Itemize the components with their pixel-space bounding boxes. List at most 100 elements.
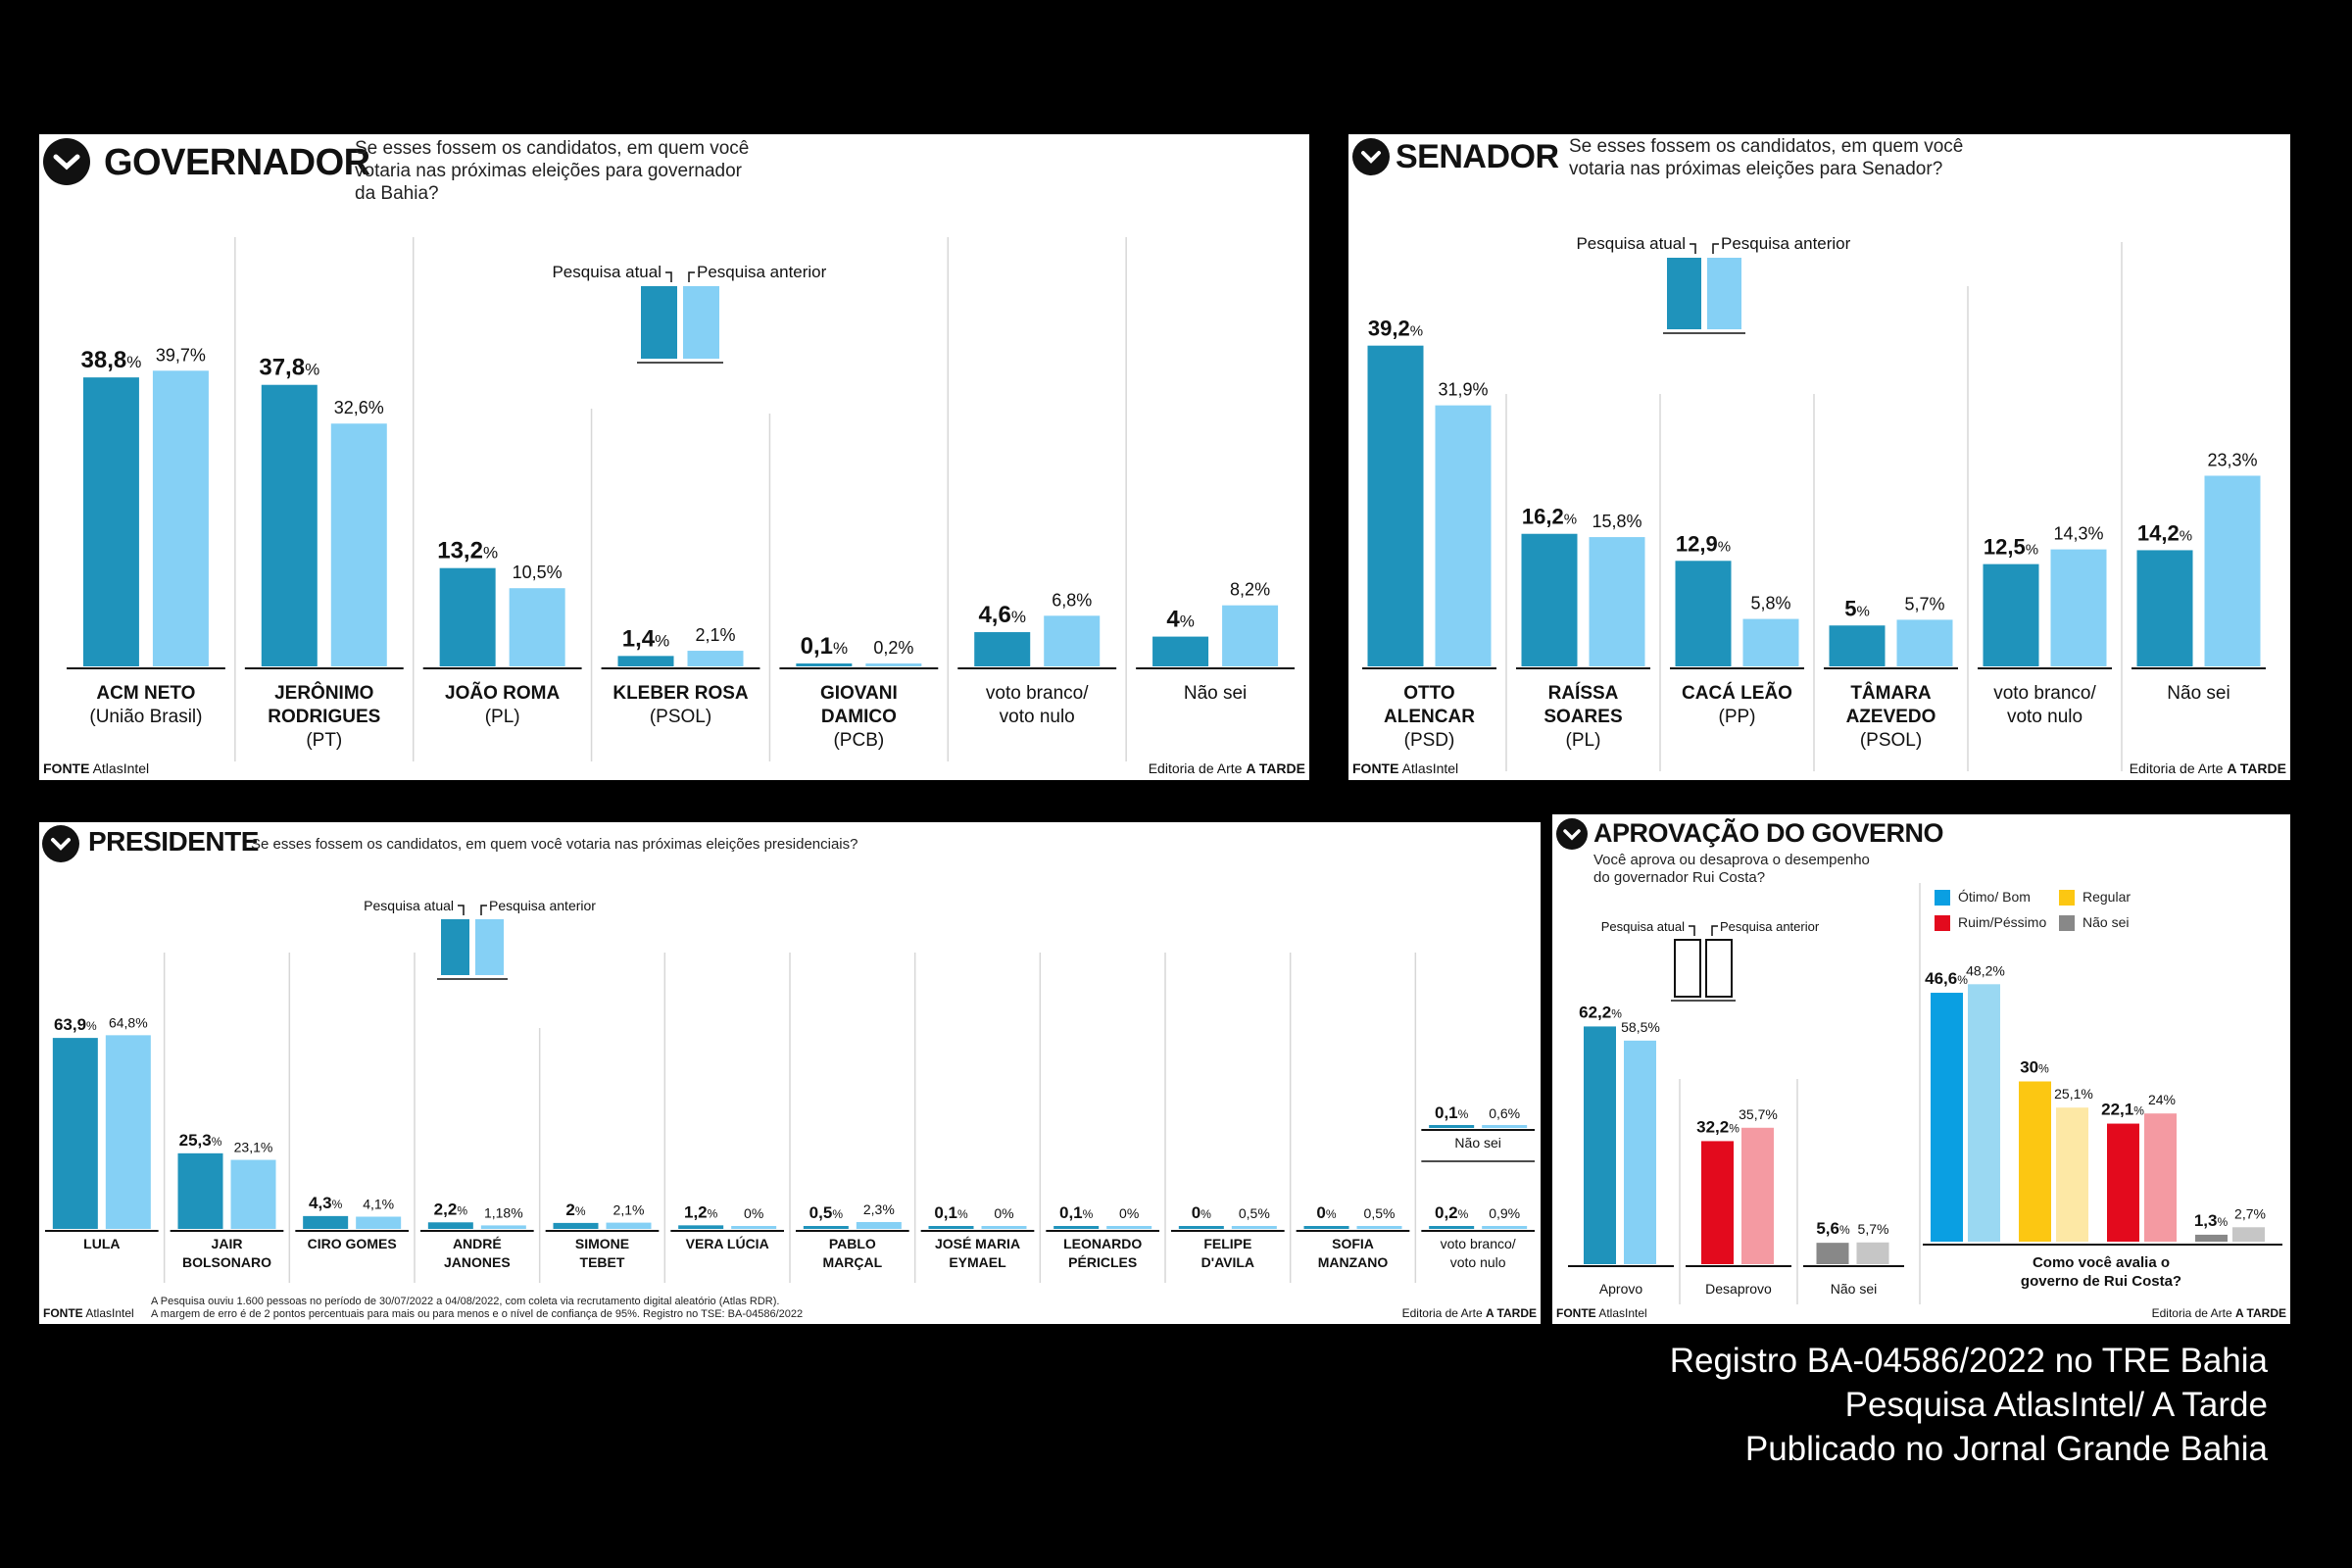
axis-label: Como você avalia o	[2033, 1254, 2170, 1271]
category-label: (PL)	[1566, 730, 1601, 751]
bar-current	[796, 663, 853, 666]
data-label-current: 22,1%	[2101, 1101, 2144, 1119]
category-label: FELIPE	[1203, 1236, 1251, 1251]
data-label-previous: 0,6%	[1489, 1105, 1520, 1121]
data-label-previous: 48,2%	[1966, 962, 2005, 978]
category-label: BOLSONARO	[182, 1254, 271, 1270]
credit-line: Registro BA-04586/2022 no TRE Bahia	[1669, 1342, 2268, 1380]
legend-otimo-bom: Ótimo/ Bom	[1935, 889, 2031, 906]
editor-footer: Editoria de Arte A TARDE	[1148, 760, 1305, 776]
bar-current	[427, 1222, 473, 1229]
data-label-current: 5,6%	[1816, 1219, 1850, 1238]
source-footer: FONTE AtlasIntel	[1556, 1306, 1647, 1320]
data-label-current: 2%	[565, 1200, 585, 1219]
bar-previous	[509, 588, 565, 666]
bar-previous	[2204, 475, 2261, 666]
data-label-previous: 39,7%	[156, 345, 206, 365]
bar-current	[52, 1038, 98, 1229]
category-label: CIRO GOMES	[308, 1236, 397, 1251]
category-label: ANDRÉ	[453, 1236, 502, 1251]
legend-label-current: Pesquisa atual	[1576, 234, 1686, 253]
bar-current	[82, 377, 139, 666]
source-footer: FONTE AtlasIntel	[1352, 760, 1459, 776]
data-label-current: 12,9%	[1676, 531, 1731, 556]
category-label: (PP)	[1719, 707, 1756, 727]
data-label-current: 1,3%	[2194, 1211, 2229, 1230]
legend-label-previous: Pesquisa anterior	[697, 263, 827, 281]
category-label: ALENCAR	[1384, 707, 1475, 727]
legend-swatch-previous	[683, 286, 719, 359]
bar-previous	[2144, 1113, 2177, 1242]
bar-current	[1521, 533, 1578, 666]
bar-current	[1367, 345, 1424, 666]
category-label: (PSOL)	[650, 707, 711, 727]
data-label-current: 32,2%	[1696, 1117, 1740, 1136]
source-footer: FONTE AtlasIntel	[43, 760, 150, 776]
bar-current	[1429, 1226, 1475, 1229]
bar-previous	[981, 1226, 1027, 1229]
data-label-current: 13,2%	[437, 538, 498, 564]
data-label-previous: 64,8%	[109, 1014, 148, 1030]
bar-current	[1701, 1141, 1734, 1264]
category-label: LEONARDO	[1063, 1236, 1142, 1251]
bar-current	[1829, 625, 1886, 666]
data-label-previous: 1,18%	[484, 1204, 523, 1220]
data-label-current: 2,2%	[434, 1200, 468, 1218]
category-label: voto nulo	[1000, 707, 1075, 727]
legend-swatch-current	[1667, 258, 1701, 329]
category-label: SOFIA	[1332, 1236, 1374, 1251]
category-label: Não sei	[1831, 1281, 1877, 1297]
data-label-previous: 5,7%	[1904, 594, 1944, 613]
legend-label-current: Pesquisa atual	[364, 898, 454, 913]
category-label: (PL)	[485, 707, 520, 727]
category-label: voto branco/	[986, 683, 1089, 704]
methodology-note: A Pesquisa ouviu 1.600 pessoas no períod…	[151, 1296, 804, 1320]
bar-current	[261, 384, 318, 666]
category-label: Aprovo	[1599, 1281, 1643, 1297]
data-label-current: 1,4%	[622, 625, 670, 652]
data-label-previous: 6,8%	[1052, 590, 1092, 610]
panel-question: Se esses fossem os candidatos, em quem v…	[251, 836, 858, 853]
data-label-previous: 31,9%	[1438, 380, 1488, 400]
data-label-previous: 4,1%	[363, 1196, 394, 1211]
data-label-previous: 35,7%	[1739, 1106, 1778, 1122]
bar-current	[678, 1225, 724, 1229]
bar-previous	[2056, 1107, 2088, 1242]
data-label-previous: 2,7%	[2234, 1205, 2266, 1221]
data-label-current: 46,6%	[1925, 969, 1968, 988]
bar-previous	[1896, 619, 1953, 666]
data-label-previous: 24%	[2148, 1092, 2176, 1107]
bar-previous	[1589, 537, 1645, 666]
bar-previous	[356, 1216, 402, 1229]
category-label: Não sei	[2167, 683, 2230, 704]
publication-credits: Registro BA-04586/2022 no TRE Bahia Pesq…	[1670, 1339, 2268, 1471]
bar-current	[177, 1152, 223, 1229]
bar-current	[1178, 1226, 1224, 1229]
category-label: RODRIGUES	[268, 707, 380, 727]
data-label-current: 0,2%	[1435, 1203, 1469, 1222]
panel-question: Você aprova ou desaprova o desempenho do…	[1593, 852, 1870, 886]
data-label-previous: 2,3%	[863, 1201, 895, 1217]
bar-current	[1152, 636, 1209, 666]
category-label: CACÁ LEÃO	[1682, 682, 1792, 704]
data-label-current: 1,2%	[684, 1202, 718, 1221]
category-label: SOARES	[1544, 707, 1622, 727]
editor-footer: Editoria de Arte A TARDE	[2129, 760, 2286, 776]
data-label-previous: 2,1%	[613, 1202, 645, 1218]
bar-previous	[1742, 618, 1799, 666]
data-label-previous: 0,2%	[873, 638, 913, 658]
legend-bracket	[665, 271, 672, 282]
bar-current	[1816, 1243, 1849, 1264]
category-label: PABLO	[829, 1236, 876, 1251]
credit-line: Publicado no Jornal Grande Bahia	[1744, 1430, 2268, 1468]
data-label-current: 0,1%	[1059, 1203, 1094, 1222]
bar-current	[928, 1226, 974, 1229]
data-label-previous: 5,8%	[1750, 594, 1790, 613]
axis-label: governo de Rui Costa?	[2021, 1273, 2181, 1290]
bar-current	[2107, 1123, 2139, 1242]
bar-current	[1675, 561, 1732, 666]
legend-label-previous: Pesquisa anterior	[489, 898, 596, 913]
panel-title: SENADOR	[1396, 138, 1559, 175]
bar-previous	[1482, 1226, 1528, 1229]
category-label: AZEVEDO	[1846, 707, 1936, 727]
